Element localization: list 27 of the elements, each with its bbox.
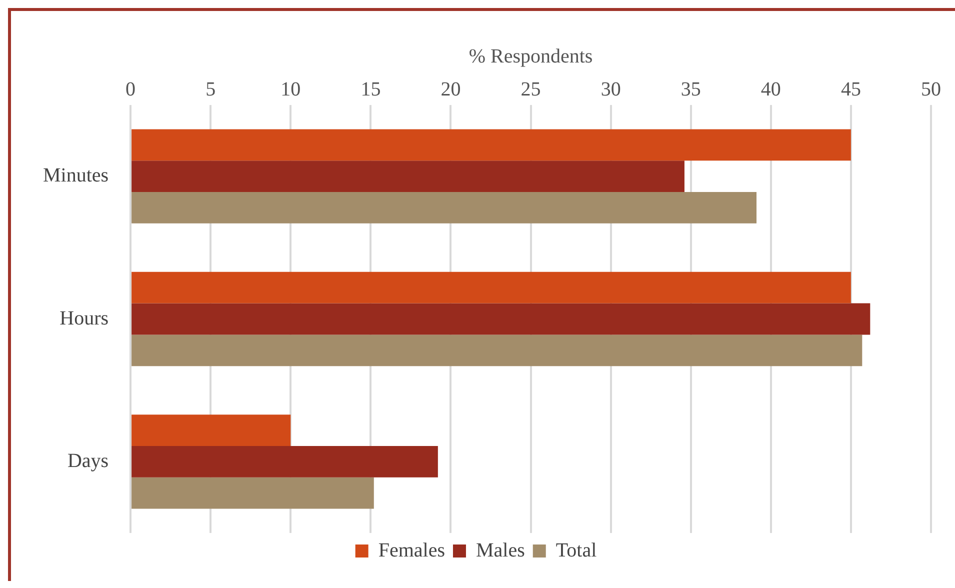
bar: [132, 160, 684, 192]
bar: [132, 414, 291, 446]
bar: [132, 272, 851, 304]
y-tick-label: Days: [67, 450, 109, 472]
y-tick-label: Minutes: [42, 164, 109, 187]
y-tick-label: Hours: [60, 307, 109, 330]
x-tick-label: 15: [360, 78, 381, 100]
x-tick-label: 0: [126, 78, 136, 100]
x-axis-title: % Respondents: [468, 45, 593, 68]
x-tick-label: 10: [280, 78, 301, 100]
bar: [132, 129, 851, 161]
x-tick-label: 20: [440, 78, 461, 100]
x-tick-label: 30: [600, 78, 621, 100]
x-tick-label: 5: [206, 78, 216, 100]
bar: [132, 192, 757, 224]
legend-label: Males: [476, 539, 526, 562]
bar: [132, 303, 870, 335]
legend-label: Females: [378, 539, 446, 562]
bar: [132, 477, 374, 509]
legend-label: Total: [556, 539, 598, 562]
bar: [132, 334, 862, 366]
x-tick-label: 25: [520, 78, 541, 100]
x-tick-label: 40: [760, 78, 781, 100]
bar: [132, 446, 438, 478]
x-tick-label: 35: [680, 78, 701, 100]
x-tick-label: 50: [921, 78, 941, 100]
x-tick-label: 45: [840, 78, 861, 100]
